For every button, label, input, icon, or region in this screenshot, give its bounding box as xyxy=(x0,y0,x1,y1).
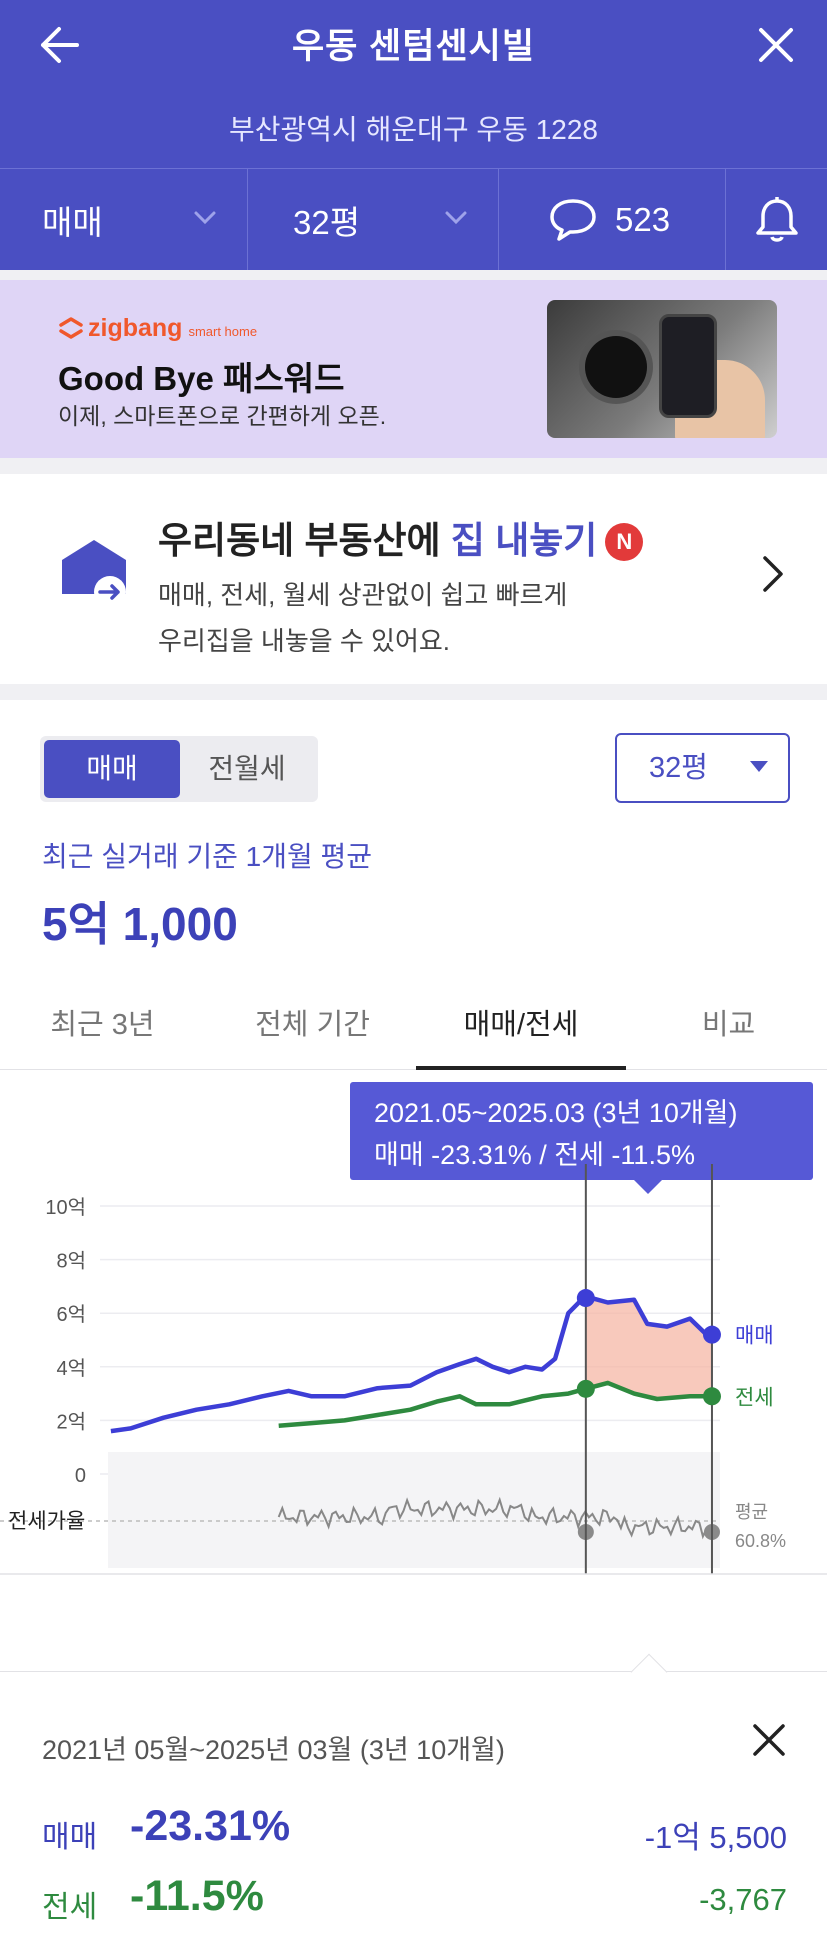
segment-divider xyxy=(247,169,248,270)
size-dropdown-label: 32평 xyxy=(649,752,708,784)
door-lock-image xyxy=(585,336,647,398)
avg-price-value: 5억 1,000 xyxy=(42,898,238,950)
brand-logo: zigbang smart home xyxy=(58,314,257,343)
bell-icon xyxy=(755,196,798,242)
chevron-down-icon xyxy=(194,211,216,225)
new-badge: N xyxy=(605,523,644,561)
tooltip-change: 매매 -23.31% / 전세 -11.5% xyxy=(374,1140,695,1170)
series-point xyxy=(702,1325,721,1344)
trade-type-label: 매매 xyxy=(42,203,103,241)
comments-button[interactable]: 523 xyxy=(499,169,725,270)
tooltip-period: 2021.05~2025.03 (3년 10개월) xyxy=(374,1098,738,1128)
sale-name: 매매 xyxy=(42,1821,98,1854)
tab-compare[interactable]: 비교 xyxy=(701,1009,756,1041)
promo-desc-line2: 우리집을 내놓을 수 있어요. xyxy=(158,626,451,656)
sale-pct: -23.31% xyxy=(130,1802,291,1850)
tab-all-period[interactable]: 전체 기간 xyxy=(255,1009,370,1041)
smart-lock-photo xyxy=(547,300,777,438)
trade-type-select[interactable]: 매매 xyxy=(0,169,247,270)
section-gap xyxy=(0,458,827,474)
sale-series-label: 매매 xyxy=(735,1325,774,1348)
list-house-promo[interactable]: 우리동네 부동산에 집 내놓기 N 매매, 전세, 월세 상관없이 쉽고 빠르게 … xyxy=(0,474,827,684)
segment-divider xyxy=(725,169,726,270)
jeonse-series-label: 전세 xyxy=(735,1386,774,1409)
jeonse-amount: -3,767 xyxy=(699,1882,787,1917)
comment-count: 523 xyxy=(615,200,671,238)
smartphone-image xyxy=(659,314,717,418)
banner-subtitle: 이제, 스마트폰으로 간편하게 오픈. xyxy=(58,403,387,429)
ad-banner[interactable]: zigbang smart home Good Bye 패스워드 이제, 스마트폰… xyxy=(0,280,827,458)
jeonse-pct: -11.5% xyxy=(130,1872,264,1920)
y-tick-label: 8억 xyxy=(56,1250,86,1273)
back-arrow-icon xyxy=(41,27,79,63)
speech-bubble-icon xyxy=(550,198,596,241)
header-divider xyxy=(0,168,827,169)
panel-notch xyxy=(630,1653,668,1691)
size-select[interactable]: 32평 xyxy=(248,169,498,270)
chevron-right-icon xyxy=(763,556,783,592)
ratio-row-label: 전세가율 xyxy=(8,1510,85,1533)
page-title: 우동 센텀센시빌 xyxy=(291,27,536,66)
brand-name: zigbang xyxy=(88,314,183,342)
close-icon[interactable] xyxy=(751,1722,787,1758)
ratio-avg-value: 60.8% xyxy=(735,1531,786,1551)
jeonse-name: 전세 xyxy=(42,1891,98,1924)
range-result-panel: 2021년 05월~2025년 03월 (3년 10개월) 매매 -23.31%… xyxy=(0,1653,827,1933)
series-line xyxy=(110,1294,709,1434)
sale-change-row: 매매 -23.31% -1억 5,500 xyxy=(42,1802,787,1862)
ratio-line xyxy=(277,1496,708,1540)
chevron-down-icon xyxy=(445,211,467,225)
y-tick-label: 4억 xyxy=(56,1357,86,1380)
series-point xyxy=(702,1387,721,1406)
y-tick-label: 6억 xyxy=(56,1303,86,1326)
segment-divider xyxy=(498,169,499,270)
tab-sale-jeonse[interactable]: 매매/전세 xyxy=(416,980,626,1070)
zigbang-logo-icon xyxy=(59,317,83,339)
trade-toggle: 매매 전월세 xyxy=(40,736,318,802)
series-line xyxy=(278,1380,707,1429)
y-tick-label: 0 xyxy=(75,1465,86,1487)
price-chart[interactable]: 2021.05~2025.03 (3년 10개월) 매매 -23.31% / 전… xyxy=(0,1072,827,1590)
promo-title: 우리동네 부동산에 집 내놓기 N xyxy=(158,510,644,564)
promo-title-prefix: 우리동네 부동산에 xyxy=(158,520,451,561)
section-gap xyxy=(0,270,827,280)
tab-recent-3y[interactable]: 최근 3년 xyxy=(50,1009,155,1041)
address-text: 부산광역시 해운대구 우동 1228 xyxy=(229,114,598,145)
close-icon xyxy=(759,28,793,62)
chart-canvas: 02억4억6억8억10억2008201020122014201620182020… xyxy=(0,1164,827,1575)
sale-amount: -1억 5,500 xyxy=(644,1820,787,1855)
toggle-sale[interactable]: 매매 xyxy=(44,740,180,798)
app-header: 우동 센텀센시빌 부산광역시 해운대구 우동 1228 매매 32평 523 xyxy=(0,0,827,270)
promo-description: 매매, 전세, 월세 상관없이 쉽고 빠르게 우리집을 내놓을 수 있어요. xyxy=(158,572,567,664)
close-button[interactable] xyxy=(745,14,807,76)
caret-down-icon xyxy=(750,761,768,772)
alert-button[interactable] xyxy=(726,169,827,270)
promo-desc-line1: 매매, 전세, 월세 상관없이 쉽고 빠르게 xyxy=(158,580,568,610)
size-dropdown[interactable]: 32평 xyxy=(615,733,790,803)
jeonse-change-row: 전세 -11.5% -3,767 xyxy=(42,1872,787,1932)
result-period: 2021년 05월~2025년 03월 (3년 10개월) xyxy=(42,1735,505,1765)
series-point xyxy=(576,1379,595,1398)
ratio-avg-label: 평균 xyxy=(735,1502,768,1522)
house-upload-icon xyxy=(62,540,126,608)
back-button[interactable] xyxy=(28,14,90,76)
section-gap xyxy=(0,684,827,700)
y-tick-label: 2억 xyxy=(56,1410,86,1433)
series-point xyxy=(576,1289,595,1308)
y-tick-label: 10억 xyxy=(45,1196,86,1219)
brand-sub: smart home xyxy=(188,324,258,339)
period-tabs: 최근 3년 전체 기간 매매/전세 비교 xyxy=(0,980,827,1070)
banner-title: Good Bye 패스워드 xyxy=(58,360,345,397)
range-tooltip: 2021.05~2025.03 (3년 10개월) 매매 -23.31% / 전… xyxy=(350,1082,813,1194)
avg-price-label: 최근 실거래 기준 1개월 평균 xyxy=(42,841,373,872)
size-label: 32평 xyxy=(293,203,361,241)
toggle-rent[interactable]: 전월세 xyxy=(208,753,286,784)
promo-title-highlight: 집 내놓기 xyxy=(450,520,598,561)
